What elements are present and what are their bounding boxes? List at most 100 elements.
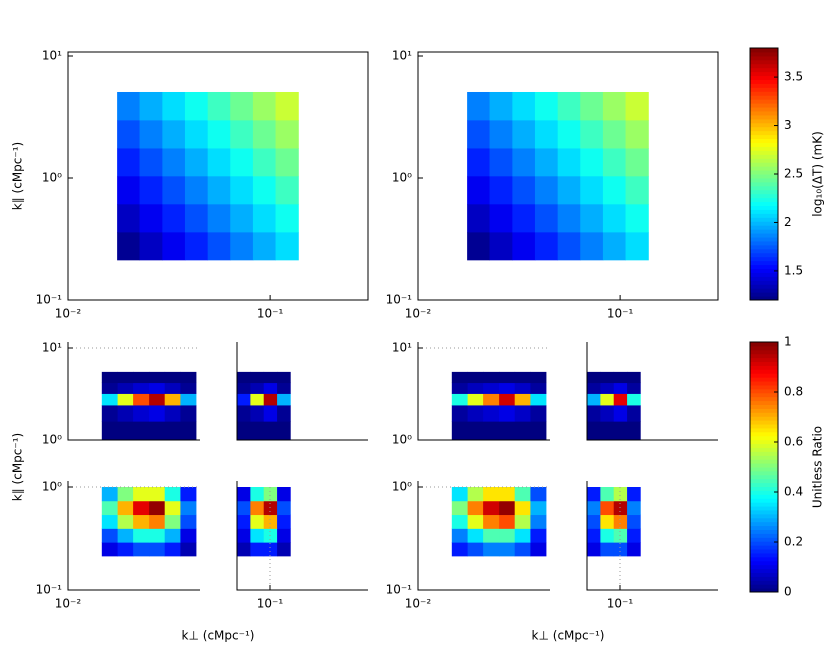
colorbar-step [750,197,778,203]
heat-cell [250,393,265,406]
x-tick-label: 10⁻² [55,307,82,321]
heat-cell [627,405,641,422]
heat-cell [627,382,641,394]
heat-cell [230,203,254,233]
heat-cell [499,487,516,502]
heat-cell [600,382,615,394]
heat-cell [263,542,278,557]
heat-cell [625,91,649,121]
x-tick-label: 10⁻² [405,307,432,321]
colorbar-step [750,427,778,433]
heat-cell [149,393,166,406]
heat-cell [499,382,516,394]
colorbar-step [750,498,778,503]
y-tick-label: 10¹ [42,49,62,63]
heat-cell [180,542,197,557]
colorbar-tick-label: 1 [784,335,792,349]
colorbar-step [750,292,778,297]
colorbar-tick-label: 0.2 [784,535,803,549]
heat-cell [237,528,251,543]
heat-cell [277,371,291,384]
heat-cell [489,175,513,205]
colorbar-step [750,463,778,468]
heat-cell [499,542,516,557]
heat-cell [557,231,581,261]
heat-cell [600,487,615,502]
heat-cell [237,393,251,406]
heat-cell [467,175,490,205]
x-tick-label: 10⁻¹ [607,597,634,611]
colorbar-step [750,416,778,421]
heat-cell [133,528,150,543]
colorbar-step [750,517,778,523]
heat-cell [467,119,490,149]
heat-cell [184,175,209,205]
x-axis-label: k⊥ (cMpc⁻¹) [532,629,605,643]
heat-cell [133,514,150,529]
heat-cell [600,500,615,516]
heat-cell [627,421,641,441]
heat-cell [133,393,150,406]
heat-cell [627,514,641,529]
heat-cell [587,514,601,529]
colorbar-step [750,272,778,277]
colorbar-tick-label: 2.5 [784,167,803,181]
colorbar-step [750,533,778,538]
colorbar-step [750,447,778,452]
heat-cell [530,514,547,529]
colorbar-step [750,162,778,167]
heat-cell [117,382,134,394]
heat-cell [180,487,197,502]
heat-cell [263,421,278,441]
heat-cell [451,542,469,557]
colorbar-step [750,509,778,515]
heat-cell [139,203,163,233]
heat-cell [514,487,531,502]
heat-cell [164,393,181,406]
heat-cell [602,175,626,205]
colorbar-step [750,435,778,441]
heat-cell [512,203,536,233]
y-tick-label: 10⁰ [392,171,412,185]
colorbar-step [750,87,778,92]
heat-cell [207,203,231,233]
x-tick-label: 10⁻¹ [607,307,634,321]
heat-cell [164,371,181,384]
colorbar-step [750,201,778,206]
heat-cell [483,405,500,422]
heat-cell [252,231,276,261]
heat-cell [207,231,231,261]
heat-cell [139,119,163,149]
heat-cell [602,91,626,121]
colorbar-step [750,439,778,445]
colorbar-tick-label: 2 [784,215,792,229]
heat-cell [613,371,628,384]
heat-cell [467,500,484,516]
colorbar-step [750,443,778,448]
colorbar-step [750,369,778,374]
heat-cell [625,175,649,205]
heat-cell [613,487,628,502]
heat-cell [117,393,134,406]
colorbar-label: Unitless Ratio [811,426,825,508]
heat-cell [600,371,615,384]
y-tick-label: 10⁻¹ [386,293,413,307]
colorbar-step [750,576,778,581]
heat-cell [117,487,134,502]
colorbar-step [750,521,778,527]
heat-cell [613,542,628,557]
colorbar-step [750,288,778,293]
heat-cell [133,487,150,502]
colorbar-step [750,396,778,402]
colorbar-frame [749,341,779,593]
heat-cell [117,148,140,177]
heat-cell [530,371,547,384]
heat-cell [557,203,581,233]
colorbar-step [750,353,778,359]
heat-cell [263,514,278,529]
y-tick-label: 10¹ [42,341,62,355]
heat-cell [534,175,559,205]
heat-cell [627,542,641,557]
heat-cell [252,175,276,205]
heat-cell [101,393,119,406]
